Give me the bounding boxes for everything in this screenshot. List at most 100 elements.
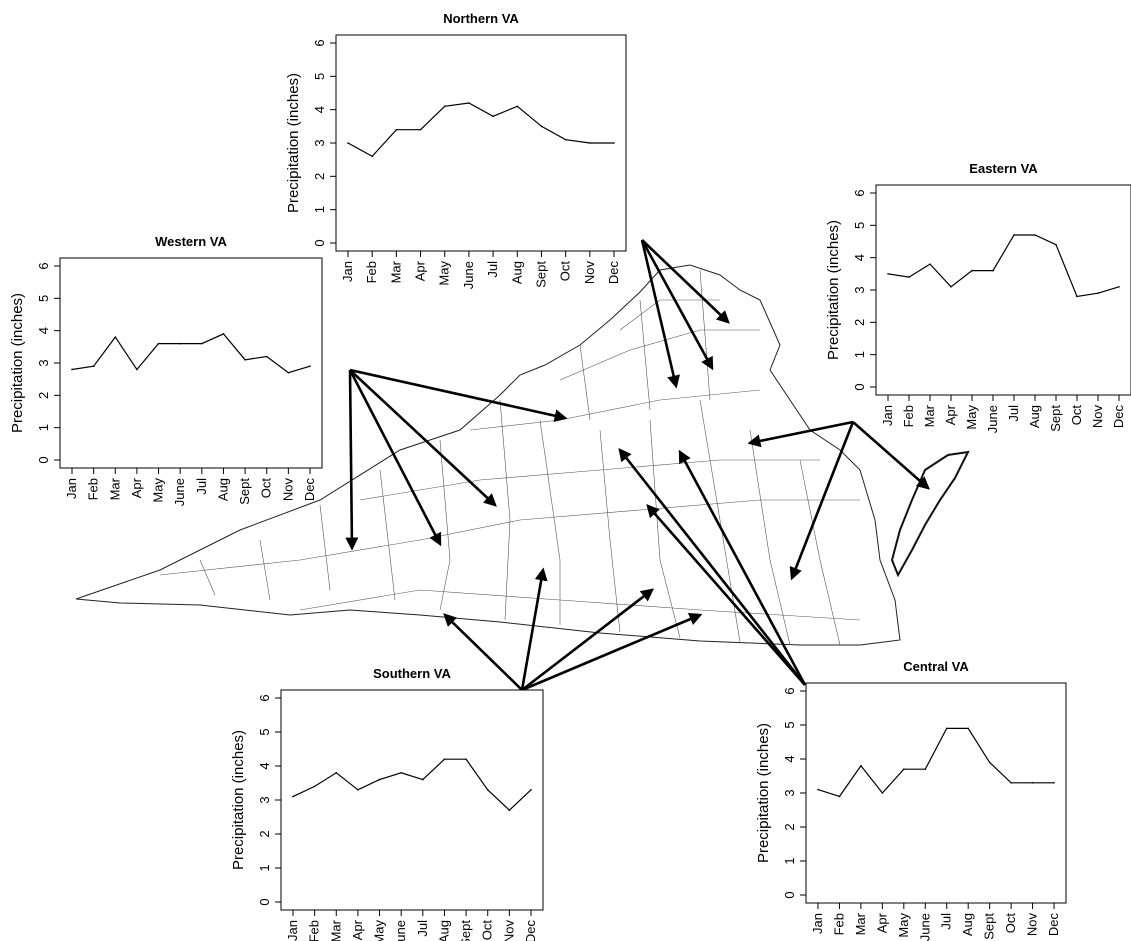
central-va-point xyxy=(924,768,927,770)
western-va-plot-frame xyxy=(59,257,323,469)
northern-va-plot-frame xyxy=(335,34,627,252)
northern-va-ytick-label: 4 xyxy=(312,106,327,113)
southern-va-xtick-label: Sept xyxy=(458,920,473,941)
northern-va-xtick-label: May xyxy=(437,261,452,286)
eastern-va-point xyxy=(1013,234,1015,236)
central-va-point xyxy=(1053,782,1055,784)
central-va-point xyxy=(903,768,905,770)
arrow-southern-4 xyxy=(521,613,703,692)
western-va-ytick-label: 3 xyxy=(36,359,51,366)
northern-va-series-line xyxy=(347,102,614,158)
northern-va-ytick-label: 2 xyxy=(312,173,327,180)
western-va-point xyxy=(114,336,117,338)
central-va-point xyxy=(945,727,948,730)
eastern-shore xyxy=(890,450,970,578)
northern-va-point xyxy=(516,105,519,108)
eastern-va-xtick-label: Mar xyxy=(922,404,937,427)
eastern-va-point xyxy=(929,263,931,265)
central-va-xtick-label: Aug xyxy=(960,913,975,936)
central-va-xtick-label: Sept xyxy=(982,913,997,940)
arrow-western-4 xyxy=(349,368,568,423)
central-va-point xyxy=(1031,782,1034,784)
southern-va-point xyxy=(486,789,489,791)
arrow-western-3 xyxy=(349,369,497,507)
northern-va-point xyxy=(371,155,373,158)
western-va-point xyxy=(309,365,311,368)
western-va-ytick-label: 0 xyxy=(36,456,51,463)
eastern-va-point xyxy=(887,273,889,275)
northern-va-ytick-label: 3 xyxy=(312,139,327,146)
southern-va-series-line xyxy=(292,758,532,812)
central-va-ytick-label: 3 xyxy=(782,789,797,796)
panel-southern: Southern VA Precipitation (inches) 0 1 2 3 4 5 6… xyxy=(230,666,544,941)
western-va-point xyxy=(179,342,181,345)
western-va-ytick-label: 2 xyxy=(36,392,51,399)
western-va-ytick-label: 5 xyxy=(36,295,51,302)
northern-va-point xyxy=(540,125,543,128)
eastern-va-point xyxy=(1055,243,1057,246)
southern-va-ytick-label: 5 xyxy=(257,728,272,735)
eastern-va-xtick-label: Jan xyxy=(880,405,895,426)
central-va-ytick-label: 6 xyxy=(782,687,797,694)
central-va-ytick-label: 5 xyxy=(782,721,797,728)
northern-va-xtick-label: Sept xyxy=(533,261,548,288)
western-va-point xyxy=(92,365,95,368)
arrow-central-2 xyxy=(678,449,807,686)
northern-va-point xyxy=(468,102,470,104)
eastern-va-xtick-label: June xyxy=(985,405,1000,433)
southern-va-ytick-label: 0 xyxy=(257,898,272,905)
western-va-point xyxy=(287,371,290,374)
central-va-xtick-label: Jan xyxy=(810,913,825,934)
southern-va-point xyxy=(422,778,424,781)
eastern-va-ytick-label: 3 xyxy=(852,286,867,293)
eastern-va-ytick-label: 0 xyxy=(852,383,867,390)
western-va-series-line xyxy=(71,333,311,374)
southern-va-xtick-label: Jan xyxy=(285,920,300,941)
western-va-title: Western VA xyxy=(155,234,227,249)
arrow-southern-3 xyxy=(521,588,655,692)
southern-va-point xyxy=(357,789,359,791)
eastern-va-ytick-label: 4 xyxy=(852,254,867,261)
eastern-va-xtick-label: Aug xyxy=(1027,405,1042,428)
virginia-outline xyxy=(75,264,901,646)
central-va-point xyxy=(838,795,841,798)
central-va-ytick-label: 1 xyxy=(782,857,797,864)
eastern-va-xtick-label: Oct xyxy=(1069,405,1084,426)
central-va-xtick-label: Dec xyxy=(1046,913,1061,937)
northern-va-point xyxy=(395,128,398,131)
panel-eastern: Eastern VA Precipitation (inches) 0 1 2 3 4 5 6 J… xyxy=(825,161,1131,433)
western-va-ytick-label: 4 xyxy=(36,327,51,334)
arrow-northern-3 xyxy=(640,239,680,389)
southern-va-ytick-label: 3 xyxy=(257,796,272,803)
northern-va-xtick-label: Aug xyxy=(509,261,524,284)
western-va-xtick-label: Apr xyxy=(129,477,144,498)
central-va-ylabel: Precipitation (inches) xyxy=(755,723,772,863)
panel-central: Central VA Precipitation (inches) 0 1 2 3 4 5 6 J… xyxy=(755,659,1067,941)
southern-va-ytick-label: 2 xyxy=(257,830,272,837)
eastern-va-point xyxy=(1034,234,1036,236)
southern-va-xtick-label: June xyxy=(393,920,408,941)
northern-va-point xyxy=(347,142,349,144)
central-va-xtick-label: May xyxy=(896,913,911,938)
southern-va-xtick-label: Feb xyxy=(307,920,322,941)
western-va-xtick-label: Dec xyxy=(302,478,317,502)
northern-va-ytick-label: 0 xyxy=(312,239,327,246)
eastern-va-point xyxy=(1118,285,1120,288)
northern-va-ylabel: Precipitation (inches) xyxy=(285,73,302,213)
eastern-va-point xyxy=(992,269,994,272)
southern-va-point xyxy=(400,772,402,774)
eastern-va-xtick-label: Nov xyxy=(1090,405,1105,429)
western-va-point xyxy=(201,342,203,345)
eastern-va-xtick-label: Feb xyxy=(901,405,916,427)
western-va-xtick-label: Oct xyxy=(259,478,274,499)
arrow-western-1 xyxy=(345,369,359,551)
western-va-xtick-label: Nov xyxy=(280,478,295,502)
northern-va-point xyxy=(419,128,422,131)
eastern-va-point xyxy=(950,285,952,288)
southern-va-xtick-label: Aug xyxy=(436,920,451,941)
eastern-va-point xyxy=(908,276,910,278)
southern-va-xtick-label: Apr xyxy=(350,919,365,940)
eastern-va-xtick-label: Apr xyxy=(943,404,958,425)
western-va-point xyxy=(136,368,138,371)
western-va-xtick-label: Aug xyxy=(215,478,230,501)
